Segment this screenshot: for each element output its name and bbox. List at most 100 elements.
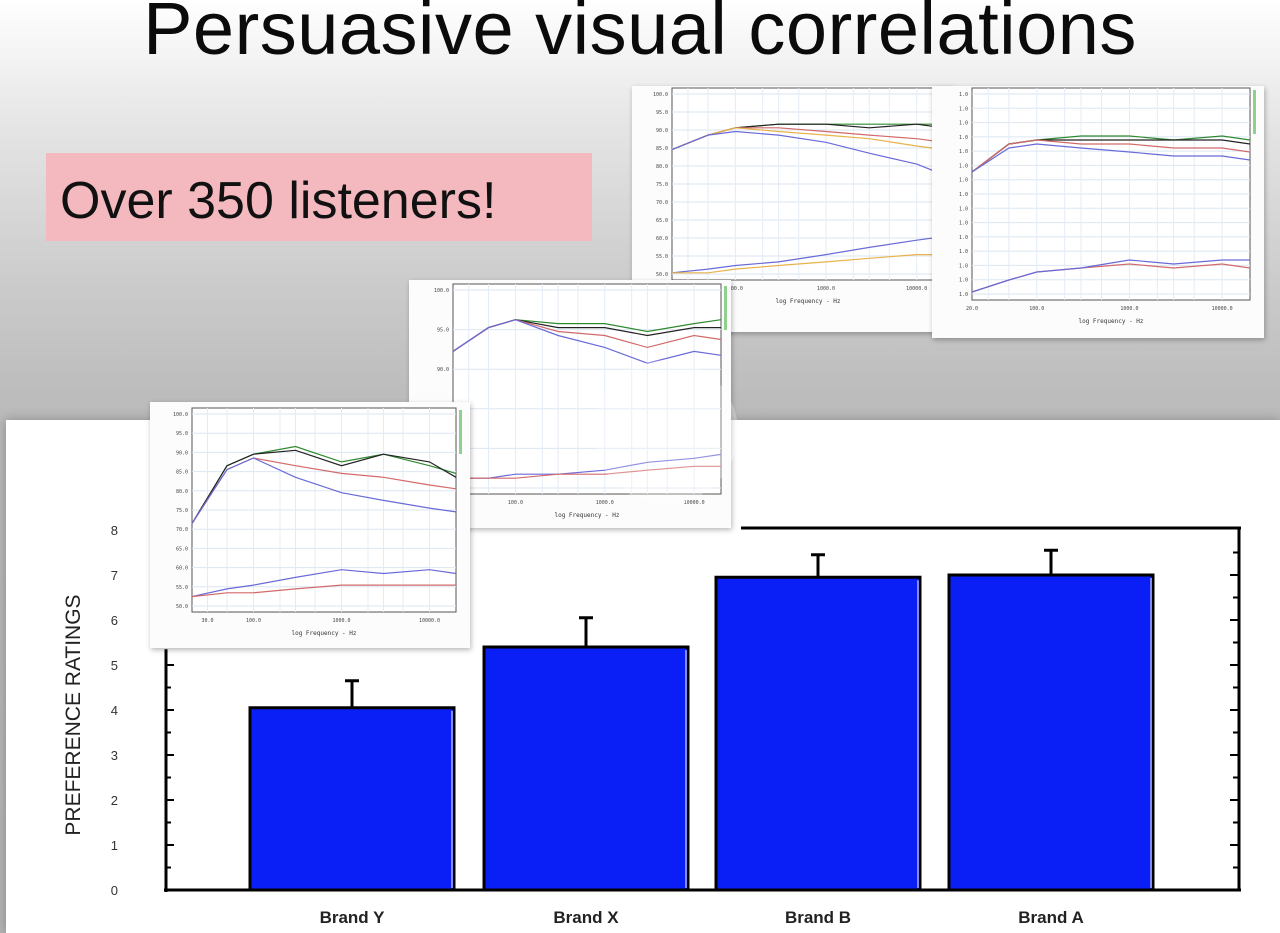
y-tick-label: 0 — [111, 883, 118, 898]
y-tick-label: 1.0 — [959, 263, 968, 269]
y-tick-label: 6 — [111, 613, 118, 628]
series-line — [971, 143, 1251, 173]
x-axis-label: log Frequency - Hz — [1078, 318, 1143, 325]
x-tick-label: 10000.0 — [906, 286, 927, 292]
y-tick-label: 90.0 — [656, 128, 668, 134]
x-tick-label: 1000.0 — [817, 286, 835, 292]
y-tick-label: 75.0 — [656, 182, 668, 188]
y-tick-label: 1.0 — [959, 206, 968, 212]
y-tick-label: 2 — [111, 793, 118, 808]
series-line — [453, 465, 721, 479]
y-tick-label: 70.0 — [656, 200, 668, 206]
y-tick-label: 1.0 — [959, 235, 968, 241]
x-tick-label: 100.0 — [246, 618, 261, 624]
x-tick-label: 20.0 — [966, 306, 978, 312]
y-tick-label: 75.0 — [176, 508, 188, 514]
series-line — [191, 584, 456, 598]
y-tick-label: 1.0 — [959, 249, 968, 255]
y-tick-label: 1.0 — [959, 149, 968, 155]
y-tick-label: 1.0 — [959, 106, 968, 112]
x-tick-label: 30.0 — [201, 618, 213, 624]
y-tick-label: 80.0 — [176, 489, 188, 495]
y-tick-label: 1.0 — [959, 292, 968, 298]
y-tick-label: 65.0 — [176, 546, 188, 552]
y-tick-label: 95.0 — [437, 328, 449, 334]
x-tick-label: 10000.0 — [684, 500, 705, 506]
y-tick-label: 1.0 — [959, 192, 968, 198]
y-tick-label: 100.0 — [173, 412, 188, 418]
frequency-response-plot: 100.0 95.0 90.0 85.0 80.0 75.0 70.0 65.0 60.0 55.… — [653, 87, 950, 305]
y-tick-label: 55.0 — [176, 585, 188, 591]
x-tick-label: 10000.0 — [1212, 306, 1233, 312]
series-line — [672, 254, 944, 274]
x-category-label: Brand B — [785, 908, 851, 927]
frequency-plot-card: 100.0 95.0 90.0 85.0 80.0 75.0 70.0 65.0 60.0 55.… — [150, 402, 470, 648]
x-axis-label: log Frequency - Hz — [554, 512, 619, 519]
y-tick-label: 90.0 — [176, 450, 188, 456]
y-tick-label: 1.0 — [959, 163, 968, 169]
y-tick-label: 1 — [111, 838, 118, 853]
series-line — [191, 449, 457, 524]
y-tick-label: 1.0 — [959, 278, 968, 284]
y-axis-label: PREFERENCE RATINGS — [62, 594, 85, 835]
series-line — [191, 569, 457, 598]
y-tick-label: 65.0 — [656, 218, 668, 224]
y-tick-label: 90.0 — [437, 367, 449, 373]
x-category-label: Brand Y — [320, 908, 386, 927]
series-line — [971, 259, 1250, 293]
legend-stripe — [459, 410, 462, 454]
slide-title: Persuasive visual correlations — [143, 0, 1137, 70]
series-line — [191, 457, 457, 524]
y-tick-label: 1.0 — [959, 121, 968, 127]
series-line — [452, 319, 722, 364]
y-tick-label: 100.0 — [653, 92, 668, 98]
bar-brand-x — [482, 645, 690, 892]
y-tick-label: 70.0 — [176, 527, 188, 533]
frequency-response-plot: 100.095.090.085.080.075.0100.01000.01000… — [434, 283, 727, 519]
y-tick-label: 8 — [111, 523, 118, 538]
x-tick-label: 1000.0 — [332, 618, 350, 624]
x-axis-label: log Frequency - Hz — [775, 298, 840, 305]
y-tick-label: 85.0 — [176, 470, 188, 476]
x-axis-label: log Frequency - Hz — [291, 630, 356, 637]
y-tick-label: 1.0 — [959, 92, 968, 98]
y-tick-label: 60.0 — [656, 236, 668, 242]
listener-count-callout: Over 350 listeners! — [46, 153, 592, 241]
x-category-label: Brand A — [1018, 908, 1084, 927]
series-line — [971, 139, 1251, 173]
x-tick-label: 100.0 — [1029, 306, 1044, 312]
y-tick-label: 95.0 — [176, 431, 188, 437]
y-tick-label: 1.0 — [959, 135, 968, 141]
y-tick-label: 85.0 — [656, 146, 668, 152]
y-tick-label: 4 — [111, 703, 118, 718]
y-tick-label: 3 — [111, 748, 118, 763]
y-tick-label: 50.0 — [176, 604, 188, 610]
frequency-response-plot: 100.0 95.0 90.0 85.0 80.0 75.0 70.0 65.0 60.0 55.… — [173, 407, 462, 637]
x-category-label: Brand X — [553, 908, 619, 927]
y-tick-label: 1.0 — [959, 221, 968, 227]
series-line — [671, 130, 945, 176]
series-line — [671, 235, 945, 274]
frequency-plot-card: 1.0 1.0 1.0 1.0 1.0 1.0 1.0 1.0 1.0 1.0 1.0 1.0 1.0 1… — [932, 86, 1264, 338]
y-tick-label: 100.0 — [434, 288, 449, 294]
series-line — [453, 453, 722, 479]
y-tick-label: 7 — [111, 568, 118, 583]
y-tick-label: 50.0 — [656, 272, 668, 278]
x-tick-label: 100.0 — [508, 500, 523, 506]
x-tick-label: 10000.0 — [419, 618, 440, 624]
bar-brand-b — [714, 575, 922, 892]
y-tick-label: 1.0 — [959, 178, 968, 184]
play-overlay — [594, 360, 738, 504]
y-tick-label: 5 — [111, 658, 118, 673]
legend-stripe — [724, 286, 727, 330]
x-tick-label: 1000.0 — [1120, 306, 1138, 312]
y-tick-label: 55.0 — [656, 254, 668, 260]
y-tick-label: 95.0 — [656, 110, 668, 116]
bar-brand-a — [947, 573, 1155, 892]
legend-stripe — [1253, 90, 1256, 134]
y-tick-label: 80.0 — [656, 164, 668, 170]
bar-brand-y — [248, 706, 456, 892]
plot-area — [452, 283, 722, 495]
y-tick-label: 60.0 — [176, 566, 188, 572]
frequency-plot-card: 100.0 95.0 90.0 85.0 80.0 75.0 70.0 65.0 60.0 55.… — [632, 86, 952, 332]
